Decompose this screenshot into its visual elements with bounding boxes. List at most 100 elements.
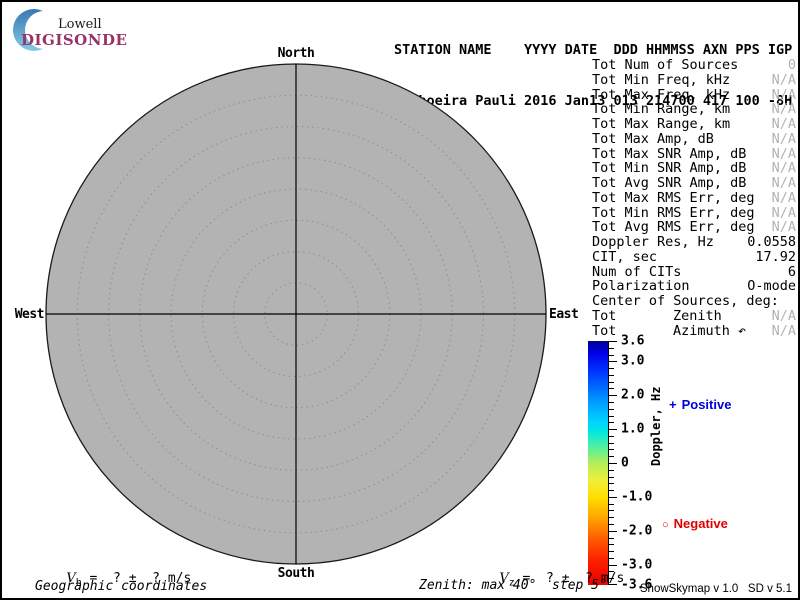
vh-symbol: V xyxy=(66,571,76,586)
colorbar-tick xyxy=(609,490,614,491)
colorbar-tick-label: -1.0 xyxy=(621,489,653,505)
stats-panel: Tot Num of Sources 0 Tot Min Freq, kHz N/A T… xyxy=(592,58,796,338)
colorbar-tick xyxy=(609,571,614,572)
colorbar-tick xyxy=(609,388,614,389)
colorbar-tick xyxy=(609,544,614,545)
colorbar-tick xyxy=(609,510,614,511)
compass-north-label: North xyxy=(277,46,315,61)
colorbar-tick xyxy=(609,531,617,532)
compass-south-label: South xyxy=(277,566,315,581)
stats-row: Tot Max Amp, dB N/A xyxy=(592,130,796,147)
station-header-columns: STATION NAME YYYY DATE DDD HHMMSS AXN PP… xyxy=(394,42,793,58)
stats-row: Tot Avg RMS Err, deg N/A xyxy=(592,220,796,235)
positive-legend-label: Positive xyxy=(681,397,732,412)
colorbar-tick xyxy=(609,517,614,518)
stats-value: N/A xyxy=(771,130,796,147)
stats-row: Tot Min RMS Err, deg N/A xyxy=(592,205,796,221)
colorbar-tick-label: -3.0 xyxy=(621,557,653,573)
stats-label: CIT, sec xyxy=(592,248,658,265)
colorbar-tick xyxy=(609,416,614,417)
stats-label: Tot xyxy=(592,307,617,324)
stats-label: Tot Min Range, km xyxy=(592,101,731,118)
stats-label: Tot Max Freq, kHz xyxy=(592,86,731,103)
version-label: ShowSkymap v 1.0 SD v 5.1 xyxy=(639,583,792,595)
stats-value: O-mode xyxy=(747,278,796,295)
stats-label: Tot Num of Sources xyxy=(592,57,739,73)
colorbar-tick xyxy=(609,375,614,376)
plus-marker-icon: + xyxy=(669,397,677,412)
stats-row: Tot Zenith N/A xyxy=(592,307,796,324)
stats-label: Tot Avg RMS Err, deg xyxy=(592,219,755,236)
stats-row: Tot Min SNR Amp, dB N/A xyxy=(592,161,796,176)
colorbar-tick-label: 3.0 xyxy=(621,353,645,369)
colorbar-tick-label: 1.0 xyxy=(621,421,645,437)
stats-value: N/A xyxy=(771,71,796,88)
logo-lowell-text: Lowell xyxy=(58,17,102,32)
colorbar-tick xyxy=(609,443,614,444)
colorbar-tick-label: -2.0 xyxy=(621,523,653,539)
stats-value: N/A xyxy=(771,160,796,177)
colorbar-tick xyxy=(609,382,614,383)
stats-value: N/A xyxy=(771,101,796,118)
digisonde-crescent-icon xyxy=(13,9,56,51)
stats-value: 6 xyxy=(787,263,796,280)
colorbar-tick xyxy=(609,368,614,369)
stats-label: Tot Max Amp, dB xyxy=(592,130,714,147)
stats-row: Center of Sources, deg: xyxy=(592,294,796,309)
stats-row: Tot Avg SNR Amp, dB N/A xyxy=(592,176,796,191)
colorbar-tick-label: 0 xyxy=(621,455,629,471)
colorbar-tick xyxy=(609,584,617,585)
circle-marker-icon: ○ xyxy=(662,519,669,531)
colorbar-tick xyxy=(609,470,614,471)
negative-legend-label: Negative xyxy=(673,516,728,531)
colorbar-tick xyxy=(609,402,614,403)
colorbar-tick xyxy=(609,348,614,349)
stats-sublabel: Zenith xyxy=(673,307,722,324)
stats-value: 0 xyxy=(787,57,796,73)
colorbar-tick-label: 3.6 xyxy=(621,333,645,349)
stats-value: N/A xyxy=(771,175,796,191)
stats-value: 17.92 xyxy=(755,248,796,265)
stats-row: Tot Azimuth ↶ N/A xyxy=(592,322,796,339)
stats-value: N/A xyxy=(771,307,796,324)
stats-label: Tot xyxy=(592,322,617,339)
vh-readout: Vh = ? ± ? m/s xyxy=(66,571,192,589)
stats-label: Polarization xyxy=(592,278,690,295)
colorbar-tick xyxy=(609,497,617,498)
colorbar-tick-label: 2.0 xyxy=(621,387,645,403)
stats-row: Tot Min Range, km N/A xyxy=(592,102,796,117)
colorbar-tick xyxy=(609,558,614,559)
vz-symbol: V xyxy=(499,571,509,586)
colorbar-tick xyxy=(609,524,614,525)
positive-legend: + Positive xyxy=(669,397,731,412)
compass-west-label: West xyxy=(14,307,45,322)
colorbar-tick xyxy=(609,341,617,342)
stats-row: Tot Min Freq, kHz N/A xyxy=(592,71,796,88)
colorbar-tick xyxy=(609,565,617,566)
negative-legend: ○ Negative xyxy=(662,516,728,531)
colorbar-tick xyxy=(609,483,614,484)
stats-label: Tot Max SNR Amp, dB xyxy=(592,145,747,162)
colorbar-tick xyxy=(609,395,617,396)
stats-value: N/A xyxy=(771,116,796,132)
colorbar-tick-label: -3.6 xyxy=(621,577,653,593)
stats-label: Tot Min Freq, kHz xyxy=(592,71,731,88)
colorbar-tick xyxy=(609,463,617,464)
doppler-colorbar: 3.6 3.0 2.0 1.0 0 -1.0 -2.0 -3.0 -3.6 xyxy=(588,334,798,593)
stats-value: N/A xyxy=(771,322,796,339)
zenith-range-label: Zenith: max 40° step 5° xyxy=(419,578,607,593)
stats-label: Tot Max Range, km xyxy=(592,116,731,132)
stats-value: N/A xyxy=(771,219,796,236)
colorbar-tick xyxy=(609,477,614,478)
colorbar-tick xyxy=(609,361,617,362)
vz-readout: Vz = ? ± ? m/s xyxy=(499,571,625,589)
stats-label: Tot Min SNR Amp, dB xyxy=(592,160,747,177)
stats-row: Num of CITs 6 xyxy=(592,263,796,280)
stats-value: N/A xyxy=(771,189,796,206)
colorbar-tick xyxy=(609,429,617,430)
compass-east-label: East xyxy=(549,307,579,322)
colorbar-tick xyxy=(609,449,614,450)
stats-row: Tot Max SNR Amp, dB N/A xyxy=(592,145,796,162)
